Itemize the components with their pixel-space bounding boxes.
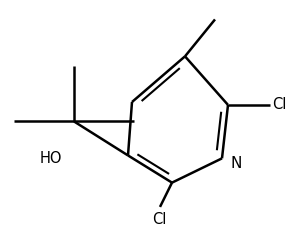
Text: Cl: Cl bbox=[272, 97, 286, 112]
Text: HO: HO bbox=[40, 151, 62, 166]
Text: Cl: Cl bbox=[152, 212, 166, 227]
Text: N: N bbox=[230, 156, 242, 171]
